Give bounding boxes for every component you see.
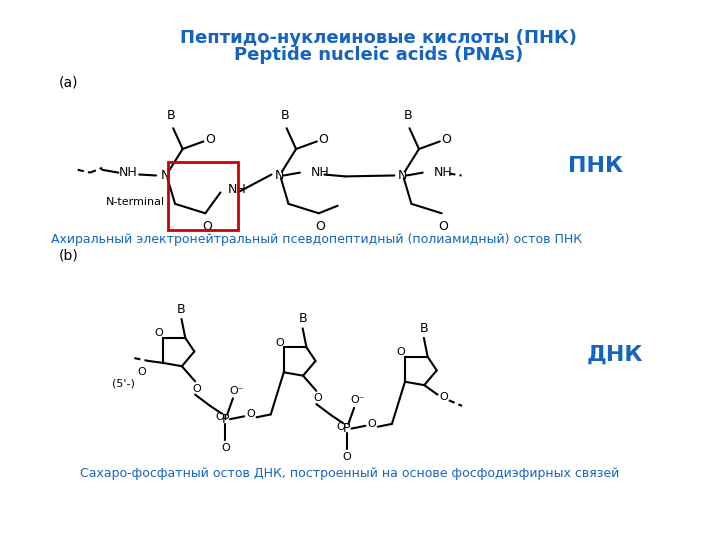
Text: O: O xyxy=(154,328,163,338)
Text: P: P xyxy=(343,422,351,435)
Text: O: O xyxy=(438,220,449,233)
Text: B: B xyxy=(177,303,186,316)
Text: O: O xyxy=(202,220,212,233)
Text: N: N xyxy=(161,169,171,182)
Text: O: O xyxy=(314,393,323,403)
Text: NH: NH xyxy=(228,183,247,196)
Text: B: B xyxy=(167,110,176,123)
Text: NH: NH xyxy=(118,166,138,179)
Text: ДНК: ДНК xyxy=(586,345,643,365)
Text: N: N xyxy=(274,169,284,182)
Text: (b): (b) xyxy=(59,249,78,263)
Text: N-terminal: N-terminal xyxy=(106,197,165,207)
Text: O: O xyxy=(336,422,346,431)
Text: O: O xyxy=(246,409,256,420)
Text: Peptide nucleic acids (PNAs): Peptide nucleic acids (PNAs) xyxy=(234,46,523,64)
Text: O: O xyxy=(138,367,146,377)
Bar xyxy=(168,162,238,230)
Text: O: O xyxy=(315,220,325,233)
Text: ПНК: ПНК xyxy=(568,156,624,176)
Text: O: O xyxy=(342,452,351,462)
Text: O⁻: O⁻ xyxy=(351,395,365,405)
Text: O: O xyxy=(276,338,284,348)
Text: O: O xyxy=(193,384,202,394)
Text: B: B xyxy=(403,110,412,123)
Text: (5'-): (5'-) xyxy=(112,379,135,389)
Text: B: B xyxy=(420,322,428,335)
Text: B: B xyxy=(280,110,289,123)
Text: O: O xyxy=(205,133,215,146)
Text: P: P xyxy=(222,413,229,426)
Text: B: B xyxy=(298,313,307,326)
Text: NH: NH xyxy=(311,166,330,179)
Text: Сахаро-фосфатный остов ДНК, построенный на основе фосфодиэфирных связей: Сахаро-фосфатный остов ДНК, построенный … xyxy=(81,467,620,480)
Text: O: O xyxy=(368,419,377,429)
Text: Ахиральный электронейтральный псевдопептидный (полиамидный) остов ПНК: Ахиральный электронейтральный псевдопепт… xyxy=(51,233,582,246)
Text: NH: NH xyxy=(434,166,453,179)
Text: O: O xyxy=(318,133,328,146)
Text: O: O xyxy=(441,133,451,146)
Text: O: O xyxy=(440,393,449,402)
Text: O: O xyxy=(215,412,224,422)
Text: O: O xyxy=(221,442,230,453)
Text: N: N xyxy=(397,169,407,182)
Text: O⁻: O⁻ xyxy=(230,386,244,396)
Text: Пептидо-нуклеиновые кислоты (ПНК): Пептидо-нуклеиновые кислоты (ПНК) xyxy=(180,29,577,48)
Text: O: O xyxy=(397,347,405,357)
Text: (a): (a) xyxy=(59,76,78,90)
